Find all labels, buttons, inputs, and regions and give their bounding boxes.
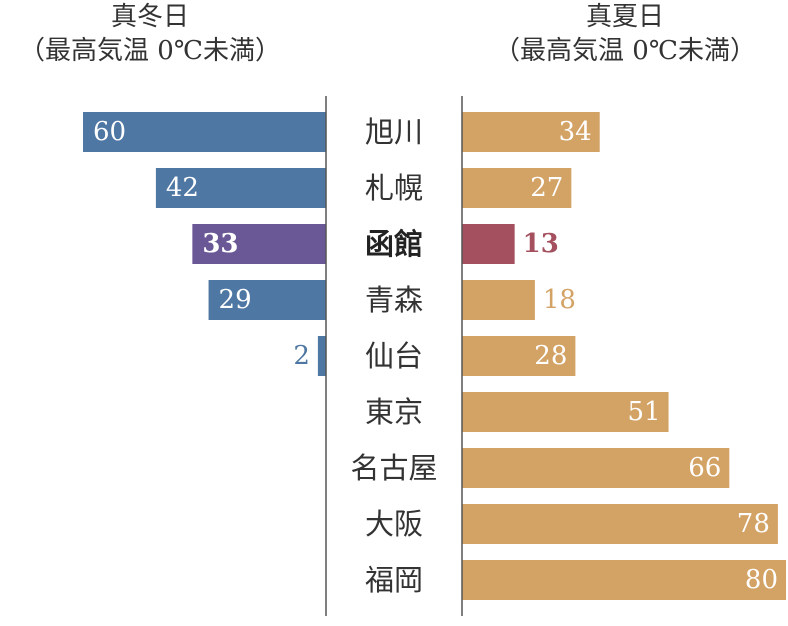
winter-value-label: 42 (166, 173, 199, 203)
summer-value-label: 51 (627, 397, 660, 427)
winter-bar (208, 280, 326, 320)
category-label: 東京 (365, 395, 423, 429)
winter-bar (155, 168, 326, 208)
summer-bar (462, 224, 515, 264)
category-label: 函館 (365, 227, 423, 261)
summer-title: 真夏日 (585, 2, 664, 32)
category-label: 名古屋 (350, 451, 437, 485)
winter-value-label: 2 (293, 341, 310, 371)
summer-value-label: 34 (559, 117, 592, 147)
summer-bar (462, 448, 730, 488)
summer-bar (462, 112, 600, 152)
summer-bar (462, 336, 576, 376)
category-label: 青森 (365, 283, 423, 317)
summer-subtitle: （最高気温 0℃未満） (494, 36, 756, 66)
winter-bar (192, 224, 326, 264)
category-label: 札幌 (365, 171, 423, 205)
winter-bar (317, 336, 326, 376)
winter-value-label: 33 (202, 229, 238, 259)
summer-bar (462, 504, 778, 544)
category-label: 仙台 (365, 339, 423, 373)
summer-bar (462, 392, 669, 432)
winter-value-label: 60 (93, 117, 126, 147)
summer-bar (462, 168, 572, 208)
summer-value-label: 18 (543, 285, 576, 315)
summer-bar (462, 280, 535, 320)
summer-value-label: 28 (534, 341, 567, 371)
winter-title: 真冬日 (110, 2, 189, 32)
summer-value-label: 27 (530, 173, 563, 203)
summer-value-label: 80 (745, 565, 778, 595)
summer-bar (462, 560, 786, 600)
winter-subtitle: （最高気温 0℃未満） (19, 36, 281, 66)
summer-value-label: 13 (523, 229, 559, 259)
winter-header: 真冬日 （最高気温 0℃未満） (0, 0, 300, 68)
summer-header: 真夏日 （最高気温 0℃未満） (462, 0, 788, 68)
winter-value-label: 29 (219, 285, 252, 315)
category-label: 旭川 (365, 115, 423, 149)
category-label: 大阪 (365, 507, 423, 541)
summer-value-label: 78 (737, 509, 770, 539)
summer-value-label: 66 (688, 453, 721, 483)
winter-bar (83, 112, 326, 152)
category-label: 福岡 (365, 563, 423, 597)
